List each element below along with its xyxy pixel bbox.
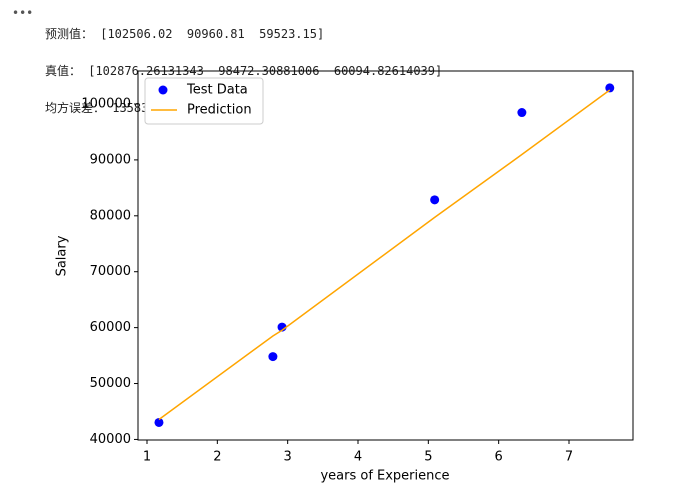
legend-label: Prediction — [187, 103, 252, 118]
legend-label: Test Data — [186, 83, 248, 98]
x-tick-label: 6 — [495, 450, 503, 465]
x-tick-label: 2 — [213, 450, 221, 465]
x-tick-label: 4 — [354, 450, 362, 465]
y-tick-label: 50000 — [90, 376, 131, 391]
x-tick-label: 1 — [143, 450, 151, 465]
output-line: 预测值： [102506.02 90960.81 59523.15] — [45, 26, 325, 41]
plot-frame — [137, 70, 634, 441]
x-tick-label: 5 — [424, 450, 432, 465]
y-axis-label: Salary — [55, 235, 70, 276]
legend-box — [144, 77, 264, 125]
x-tick-label: 7 — [565, 450, 573, 465]
point — [430, 195, 440, 205]
y-tick-label: 70000 — [90, 264, 131, 279]
y-tick-label: 100000 — [81, 96, 131, 111]
legend-marker — [158, 85, 168, 95]
cell-menu[interactable]: ••• — [12, 6, 34, 20]
point — [154, 417, 164, 427]
y-tick-label: 40000 — [90, 432, 131, 447]
x-axis-label: years of Experience — [320, 469, 449, 484]
x-tick-label: 3 — [284, 450, 292, 465]
y-tick-label: 60000 — [90, 320, 131, 335]
point — [268, 352, 278, 362]
prediction-line — [158, 89, 611, 421]
point — [517, 108, 527, 118]
y-tick-label: 80000 — [90, 208, 131, 223]
point — [605, 83, 615, 93]
y-tick-label: 90000 — [90, 152, 131, 167]
